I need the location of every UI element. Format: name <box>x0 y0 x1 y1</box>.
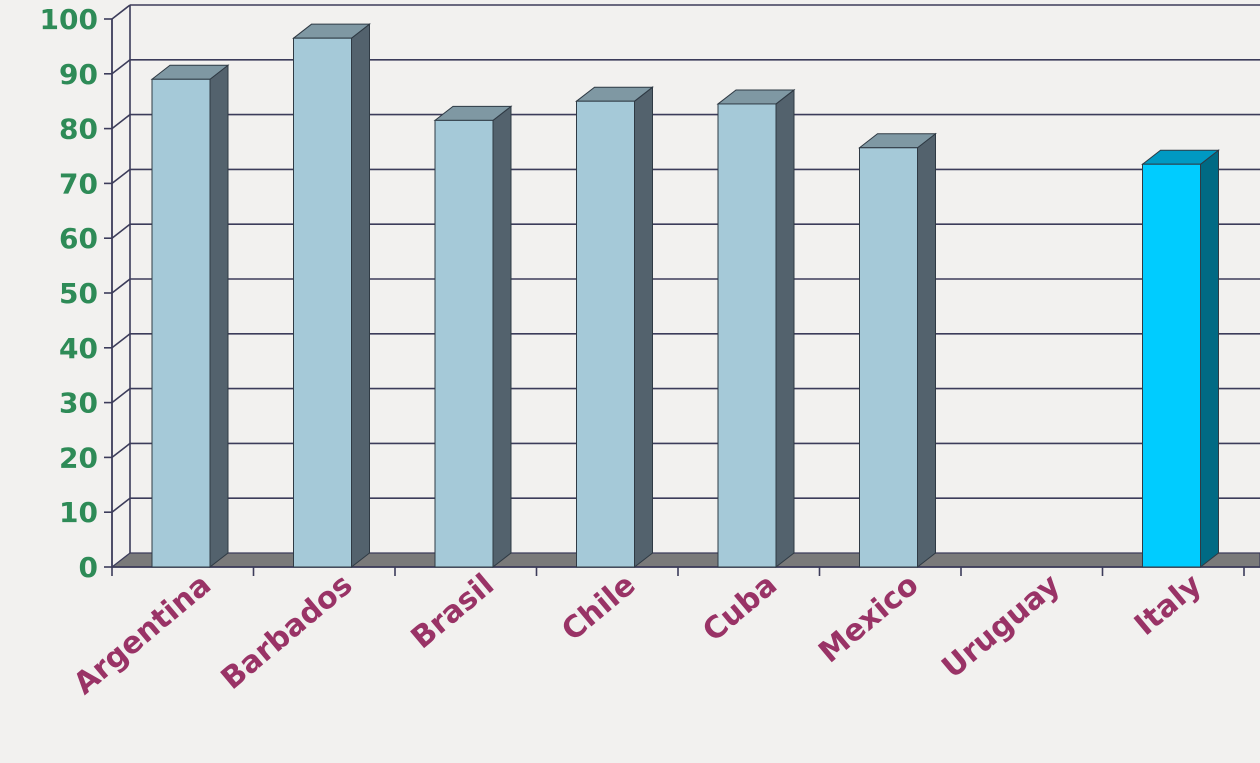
bar-side <box>917 132 936 569</box>
x-tick-label-argentina: Argentina <box>67 567 218 701</box>
bar-side <box>209 64 229 569</box>
y-tick-label: 30 <box>59 387 98 420</box>
y-tick-label: 100 <box>40 3 98 36</box>
gridline <box>111 58 1260 75</box>
bar-front <box>1142 163 1201 568</box>
gridline <box>111 278 1260 294</box>
bar-side <box>1200 149 1219 569</box>
bar-front <box>293 37 352 568</box>
bar-front <box>859 147 918 568</box>
y-tick-label: 0 <box>79 551 98 584</box>
y-tick-label: 90 <box>59 58 98 91</box>
x-tick-label-uruguay: Uruguay <box>935 567 1067 686</box>
bar-side <box>634 86 653 569</box>
bar-argentina <box>150 64 230 569</box>
bar-brasil <box>433 105 513 569</box>
floor-plane <box>110 552 1260 568</box>
x-tick-label-chile: Chile <box>555 567 642 648</box>
y-tick-label: 50 <box>59 277 98 310</box>
bar-cuba <box>716 88 796 569</box>
axes <box>111 19 1260 568</box>
bars <box>150 23 1220 569</box>
chart-floor <box>110 552 1260 568</box>
y-axis-ticks: 0 10 20 30 40 50 60 70 80 90 100 <box>40 3 112 584</box>
bar-front <box>151 78 211 568</box>
bar-side <box>775 88 795 569</box>
y-tick-label: 40 <box>59 332 98 365</box>
gridline <box>111 223 1260 239</box>
x-tick-label-cuba: Cuba <box>696 567 784 649</box>
y-tick-label: 70 <box>59 167 98 200</box>
gridline <box>111 168 1260 185</box>
y-tick-label: 10 <box>59 496 98 529</box>
y-tick-label: 20 <box>59 441 98 474</box>
y-tick-label: 80 <box>59 113 98 146</box>
gridline <box>111 332 1260 349</box>
gridline <box>111 4 1260 20</box>
bar-mexico <box>858 132 937 569</box>
x-tick-label-barbados: Barbados <box>215 567 360 696</box>
bar-side <box>492 105 512 569</box>
bar-italy <box>1141 149 1220 569</box>
gridline <box>111 113 1260 130</box>
gridline <box>111 387 1260 404</box>
x-tick-label-brasil: Brasil <box>405 567 501 656</box>
bar-front <box>717 103 777 568</box>
x-tick-label-italy: Italy <box>1128 567 1209 643</box>
bar-front <box>434 119 494 568</box>
bar-front <box>576 100 635 568</box>
x-tick-label-mexico: Mexico <box>812 567 925 670</box>
bar-side <box>351 23 370 569</box>
gridline <box>111 497 1260 513</box>
bar-chile <box>575 86 654 569</box>
bar-barbados <box>292 23 371 569</box>
gridline <box>111 442 1260 459</box>
gridlines <box>111 4 1260 513</box>
y-tick-label: 60 <box>59 222 98 255</box>
